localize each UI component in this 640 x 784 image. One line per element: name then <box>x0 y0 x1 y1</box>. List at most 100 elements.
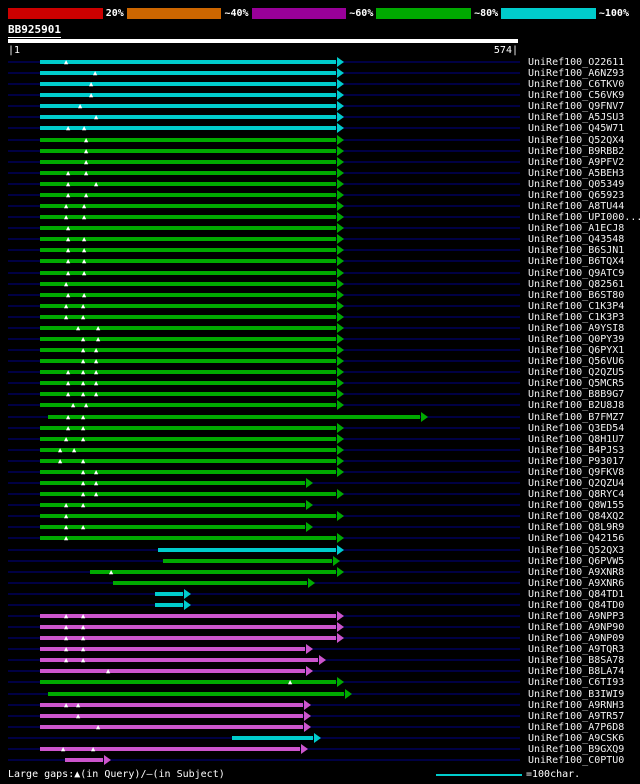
alignment-bar[interactable] <box>40 71 336 76</box>
subject-label[interactable]: UniRef100_A9PFV2 <box>528 156 625 168</box>
alignment-bar[interactable] <box>40 148 336 153</box>
subject-label[interactable]: UniRef100_Q8RYC4 <box>528 489 625 501</box>
alignment-bar[interactable] <box>40 226 336 231</box>
alignment-bar[interactable] <box>40 215 336 220</box>
subject-label[interactable]: UniRef100_A9NPP3 <box>528 611 625 622</box>
alignment-bar[interactable] <box>40 192 336 197</box>
subject-label[interactable]: UniRef100_Q5MCR5 <box>528 378 625 390</box>
alignment-bar[interactable] <box>40 159 336 164</box>
alignment-bar[interactable] <box>40 458 336 463</box>
alignment-bar[interactable] <box>40 625 336 630</box>
alignment-bar[interactable] <box>40 702 303 707</box>
subject-label[interactable]: UniRef100_Q8L9R9 <box>528 522 625 534</box>
alignment-bar[interactable] <box>40 237 336 242</box>
alignment-bar[interactable] <box>40 447 336 452</box>
subject-label[interactable]: UniRef100_Q82561 <box>528 278 625 290</box>
alignment-bar[interactable] <box>40 636 336 641</box>
alignment-bar[interactable] <box>40 303 336 308</box>
alignment-bar[interactable] <box>40 270 336 275</box>
alignment-bar[interactable] <box>40 536 336 541</box>
alignment-bar[interactable] <box>40 724 303 729</box>
alignment-bar[interactable] <box>40 204 336 209</box>
subject-label[interactable]: UniRef100_Q9ATC9 <box>528 267 625 279</box>
alignment-bar[interactable] <box>40 392 336 397</box>
subject-label[interactable]: UniRef100_Q2QZU4 <box>528 478 625 490</box>
alignment-bar[interactable] <box>40 359 336 364</box>
alignment-bar[interactable] <box>40 370 336 375</box>
subject-label[interactable]: UniRef100_C56VK9 <box>528 90 625 102</box>
alignment-bar[interactable] <box>65 758 103 763</box>
subject-label[interactable]: UniRef100_B8LA74 <box>528 666 625 678</box>
subject-label[interactable]: UniRef100_A9NP09 <box>528 633 625 645</box>
subject-label[interactable]: UniRef100_Q6PYX1 <box>528 345 625 357</box>
subject-label[interactable]: UniRef100_B6SJN1 <box>528 245 625 257</box>
subject-label[interactable]: UniRef100_B2U8J8 <box>528 400 625 412</box>
subject-label[interactable]: UniRef100_P93017 <box>528 455 625 467</box>
subject-label[interactable]: UniRef100_Q52QX4 <box>528 134 625 146</box>
subject-label[interactable]: UniRef100_A9NP90 <box>528 622 625 634</box>
subject-label[interactable]: UniRef100_Q9FNV7 <box>528 101 625 113</box>
subject-label[interactable]: UniRef100_C0PTU0 <box>528 755 625 767</box>
alignment-bar[interactable] <box>163 558 332 563</box>
alignment-bar[interactable] <box>40 669 305 674</box>
subject-label[interactable]: UniRef100_A9TR57 <box>528 710 625 722</box>
alignment-bar[interactable] <box>40 680 336 685</box>
subject-label[interactable]: UniRef100_Q84XQ2 <box>528 511 625 523</box>
subject-label[interactable]: UniRef100_Q43548 <box>528 234 625 246</box>
alignment-bar[interactable] <box>48 691 344 696</box>
subject-label[interactable]: UniRef100_A9TQR3 <box>528 644 625 656</box>
subject-label[interactable]: UniRef100_B9RBB2 <box>528 145 625 157</box>
alignment-bar[interactable] <box>40 503 305 508</box>
alignment-bar[interactable] <box>40 248 336 253</box>
alignment-bar[interactable] <box>40 492 336 497</box>
alignment-bar[interactable] <box>40 514 336 519</box>
alignment-bar[interactable] <box>40 381 336 386</box>
alignment-bar[interactable] <box>40 337 336 341</box>
subject-label[interactable]: UniRef100_Q52QX3 <box>528 544 625 556</box>
subject-label[interactable]: UniRef100_A7P6D8 <box>528 721 625 733</box>
subject-label[interactable]: UniRef100_Q8H1U7 <box>528 433 625 445</box>
alignment-bar[interactable] <box>40 60 336 64</box>
subject-label[interactable]: UniRef100_Q56VU6 <box>528 356 625 368</box>
subject-label[interactable]: UniRef100_Q45W71 <box>528 123 625 135</box>
alignment-bar[interactable] <box>40 658 318 663</box>
subject-label[interactable]: UniRef100_A9XNR6 <box>528 577 625 589</box>
alignment-bar[interactable] <box>40 403 336 408</box>
subject-label[interactable]: UniRef100_Q65923 <box>528 189 625 201</box>
alignment-bar[interactable] <box>40 170 336 175</box>
alignment-bar[interactable] <box>40 525 305 530</box>
alignment-bar[interactable] <box>155 602 183 607</box>
alignment-bar[interactable] <box>40 137 336 142</box>
alignment-bar[interactable] <box>40 325 336 330</box>
subject-label[interactable]: UniRef100_C6TI93 <box>528 677 625 689</box>
subject-label[interactable]: UniRef100_Q8W155 <box>528 500 625 512</box>
subject-label[interactable]: UniRef100_A6NZ93 <box>528 68 625 80</box>
subject-label[interactable]: UniRef100_Q84TD0 <box>528 599 625 611</box>
alignment-bar[interactable] <box>48 414 420 419</box>
alignment-bar[interactable] <box>40 82 336 87</box>
subject-label[interactable]: UniRef100_A9YSI8 <box>528 322 625 334</box>
subject-label[interactable]: UniRef100_B3IWI9 <box>528 688 625 700</box>
subject-label[interactable]: UniRef100_B6ST80 <box>528 289 625 301</box>
subject-label[interactable]: UniRef100_C6TKV0 <box>528 79 625 91</box>
subject-label[interactable]: UniRef100_Q0PY39 <box>528 334 625 345</box>
alignment-bar[interactable] <box>158 547 336 552</box>
alignment-bar[interactable] <box>40 481 305 486</box>
subject-label[interactable]: UniRef100_Q84TD1 <box>528 588 625 600</box>
subject-label[interactable]: UniRef100_B8SA78 <box>528 655 625 667</box>
alignment-bar[interactable] <box>40 259 336 264</box>
subject-label[interactable]: UniRef100_O22611 <box>528 57 625 68</box>
subject-label[interactable]: UniRef100_A5JSU3 <box>528 112 625 124</box>
alignment-bar[interactable] <box>40 104 336 109</box>
alignment-bar[interactable] <box>40 126 336 131</box>
subject-label[interactable]: UniRef100_A9XNR8 <box>528 566 625 578</box>
subject-label[interactable]: UniRef100_B4PJS3 <box>528 444 625 456</box>
subject-label[interactable]: UniRef100_B6TQX4 <box>528 256 625 268</box>
alignment-bar[interactable] <box>40 746 300 751</box>
alignment-bar[interactable] <box>40 713 303 718</box>
subject-label[interactable]: UniRef100_A9CSK6 <box>528 732 625 744</box>
subject-label[interactable]: UniRef100_C1K3P3 <box>528 311 625 323</box>
alignment-bar[interactable] <box>232 735 313 740</box>
alignment-bar[interactable] <box>40 292 336 297</box>
alignment-bar[interactable] <box>40 425 336 430</box>
